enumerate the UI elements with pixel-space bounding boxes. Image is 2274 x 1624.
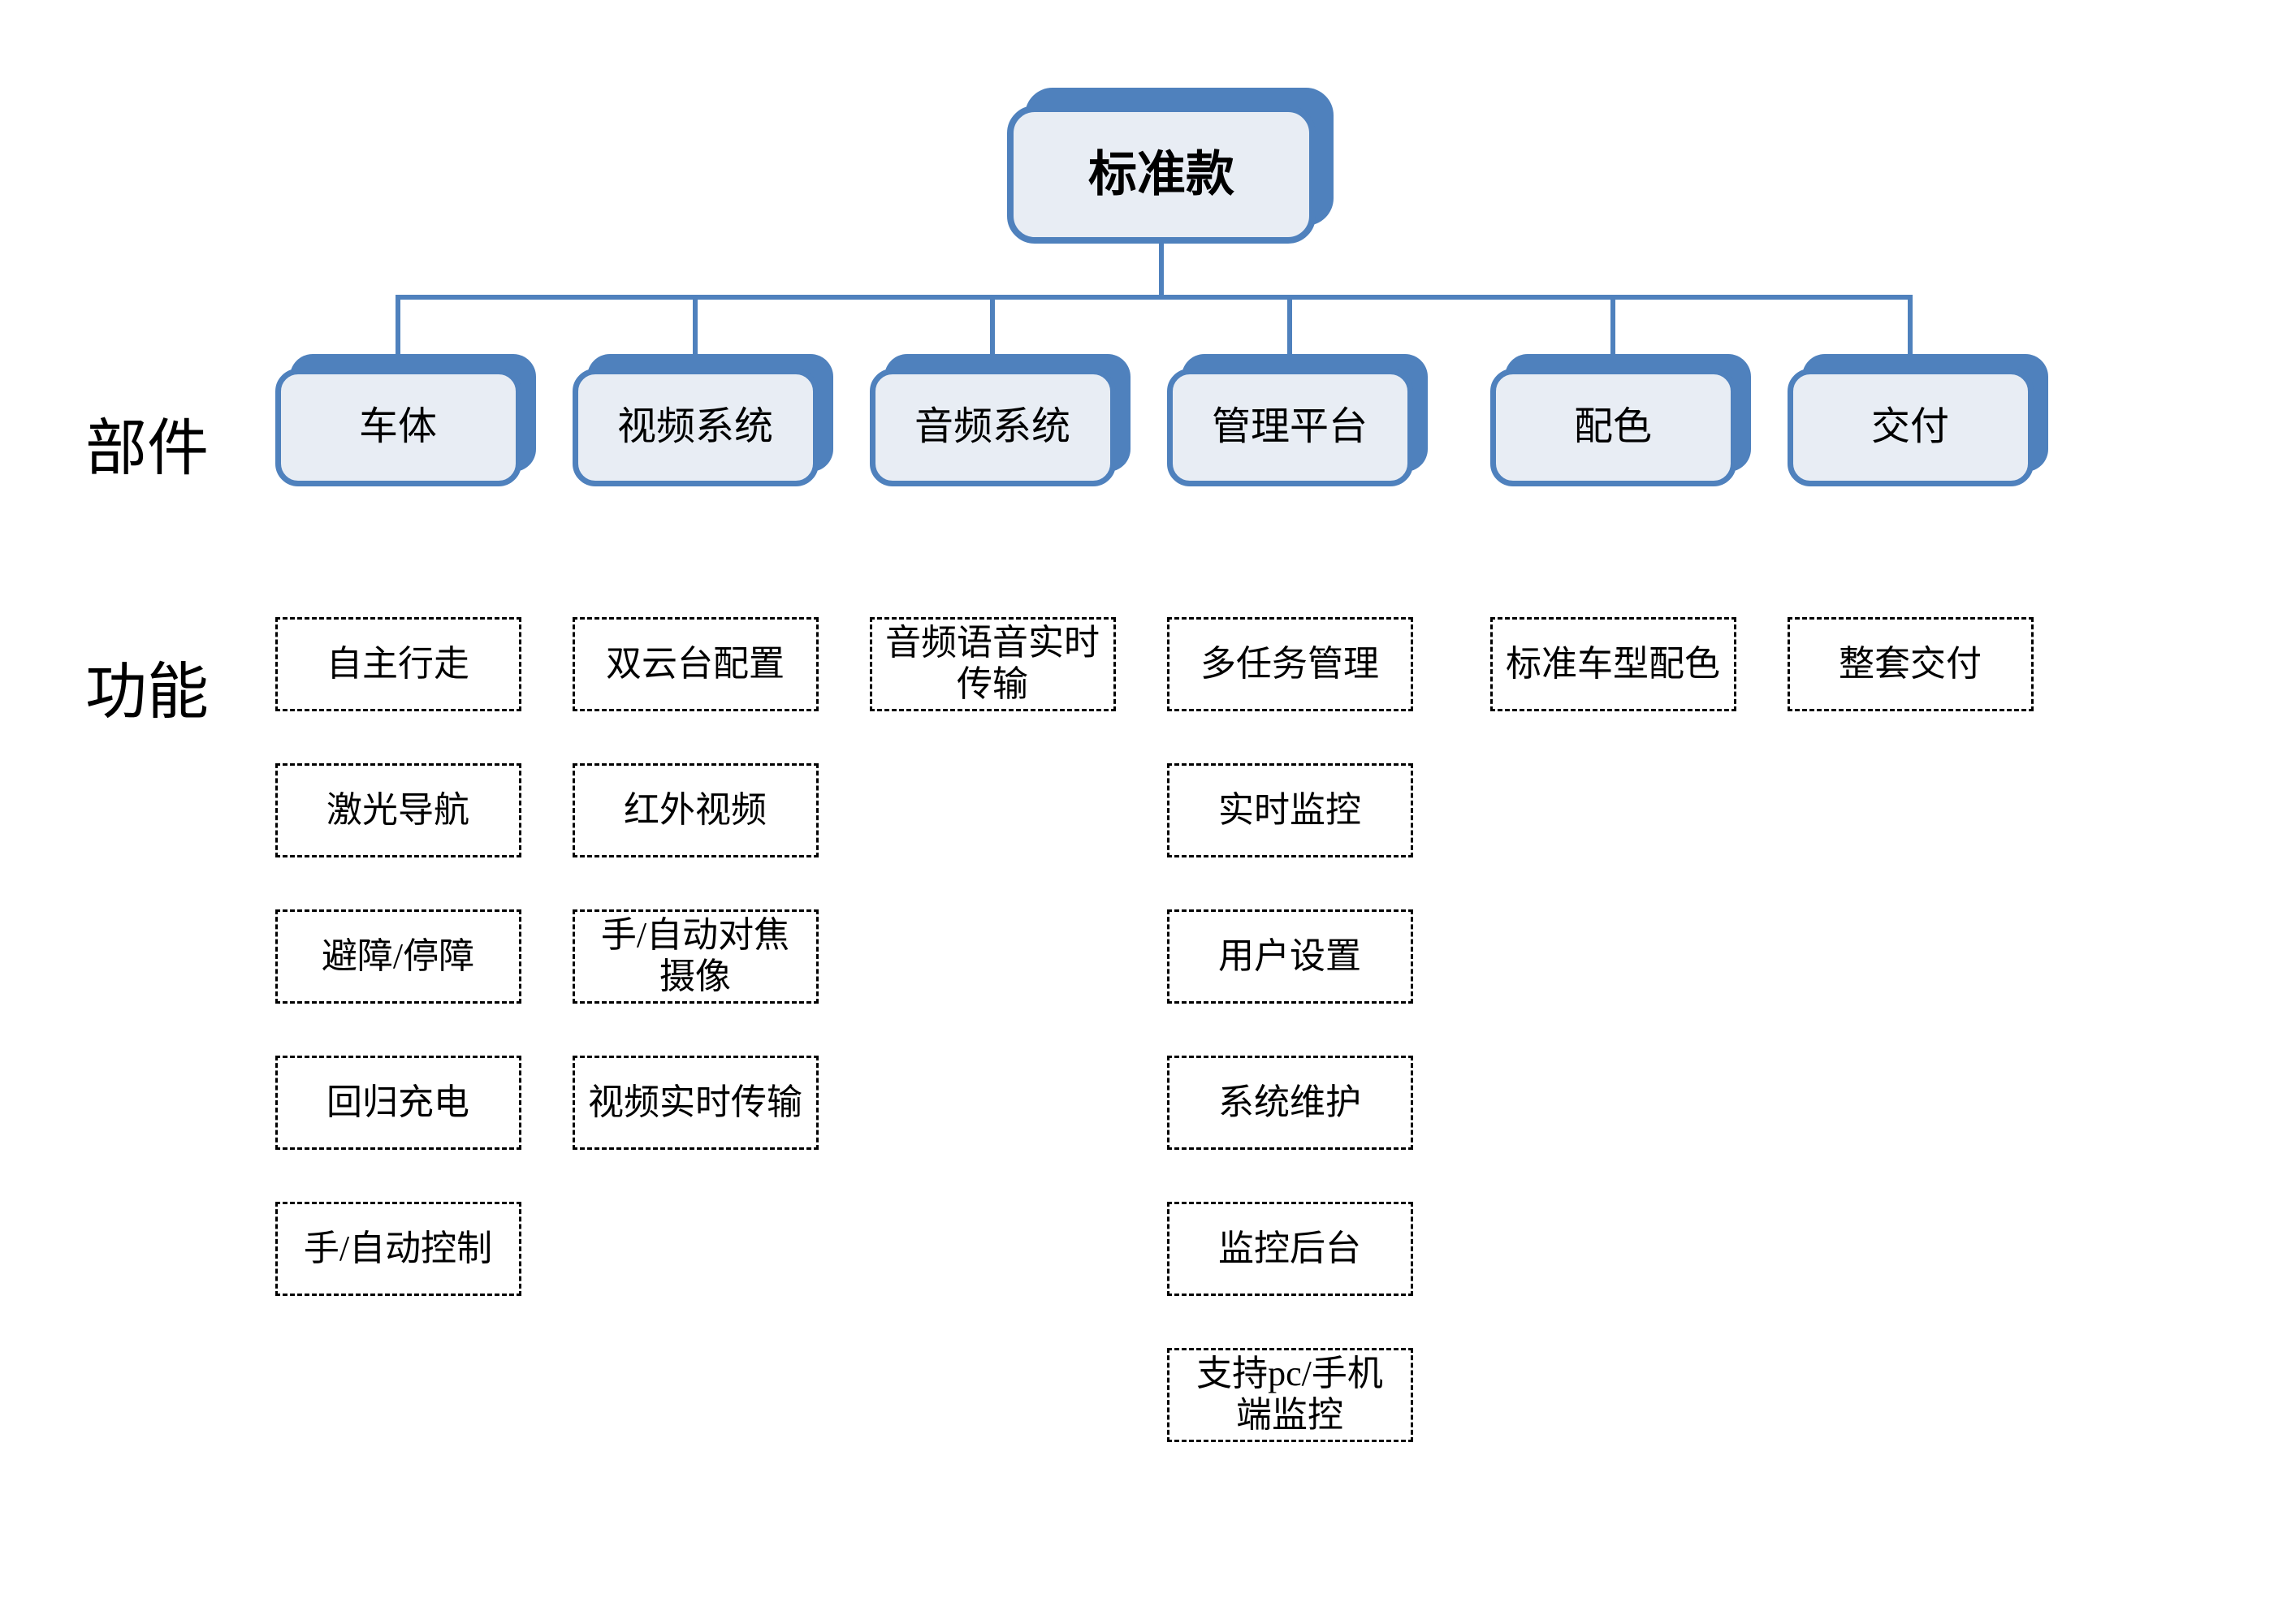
feature-label: 整套交付 (1839, 644, 1982, 685)
feature-label: 红外视频 (624, 790, 767, 831)
feature-label: 手/自动对焦摄像 (585, 915, 806, 997)
side-label-components: 部件 (85, 398, 209, 487)
side-label-features: 功能 (85, 641, 209, 731)
feature-label: 用户设置 (1218, 936, 1361, 978)
feature-box: 回归充电 (275, 1056, 521, 1150)
feature-label: 标准车型配色 (1506, 644, 1720, 685)
component-label: 车体 (359, 406, 437, 449)
feature-label: 自主行走 (326, 644, 469, 685)
component-label: 视频系统 (617, 406, 773, 449)
feature-label: 音频语音实时传输 (882, 623, 1104, 705)
root-node: 标准款 (1007, 106, 1316, 244)
feature-box: 红外视频 (573, 763, 819, 857)
component-node-body: 车体 (275, 369, 521, 486)
feature-label: 双云台配置 (606, 644, 785, 685)
feature-box: 实时监控 (1167, 763, 1413, 857)
feature-box: 音频语音实时传输 (870, 617, 1116, 711)
component-node-color: 配色 (1490, 369, 1736, 486)
component-label: 管理平台 (1212, 406, 1368, 449)
component-node-video: 视频系统 (573, 369, 819, 486)
feature-box: 手/自动对焦摄像 (573, 909, 819, 1004)
feature-box: 整套交付 (1788, 617, 2034, 711)
feature-box: 自主行走 (275, 617, 521, 711)
connector-v (1159, 244, 1164, 297)
feature-box: 用户设置 (1167, 909, 1413, 1004)
feature-label: 视频实时传输 (588, 1082, 802, 1124)
feature-box: 视频实时传输 (573, 1056, 819, 1150)
diagram-stage: 标准款 部件 功能 车体 视频系统 音频系统 管理平台 配色 交付自主行走激光导航避障/停… (0, 0, 2274, 1624)
component-label: 音频系统 (914, 406, 1070, 449)
connector-h (396, 295, 1913, 300)
feature-box: 支持pc/手机端监控 (1167, 1348, 1413, 1442)
feature-box: 监控后台 (1167, 1202, 1413, 1296)
feature-box: 避障/停障 (275, 909, 521, 1004)
feature-box: 手/自动控制 (275, 1202, 521, 1296)
root-label: 标准款 (1088, 150, 1234, 199)
feature-label: 避障/停障 (322, 936, 474, 978)
feature-box: 系统维护 (1167, 1056, 1413, 1150)
feature-box: 标准车型配色 (1490, 617, 1736, 711)
component-node-delivery: 交付 (1788, 369, 2034, 486)
feature-label: 手/自动控制 (304, 1229, 492, 1270)
feature-label: 回归充电 (326, 1082, 469, 1124)
feature-box: 双云台配置 (573, 617, 819, 711)
component-label: 配色 (1574, 406, 1652, 449)
feature-label: 多任务管理 (1200, 644, 1379, 685)
feature-label: 系统维护 (1218, 1082, 1361, 1124)
component-label: 交付 (1871, 406, 1949, 449)
feature-label: 实时监控 (1218, 790, 1361, 831)
feature-box: 激光导航 (275, 763, 521, 857)
component-node-mgmt: 管理平台 (1167, 369, 1413, 486)
feature-box: 多任务管理 (1167, 617, 1413, 711)
feature-label: 支持pc/手机端监控 (1179, 1354, 1401, 1436)
feature-label: 监控后台 (1218, 1229, 1361, 1270)
component-node-audio: 音频系统 (870, 369, 1116, 486)
feature-label: 激光导航 (326, 790, 469, 831)
